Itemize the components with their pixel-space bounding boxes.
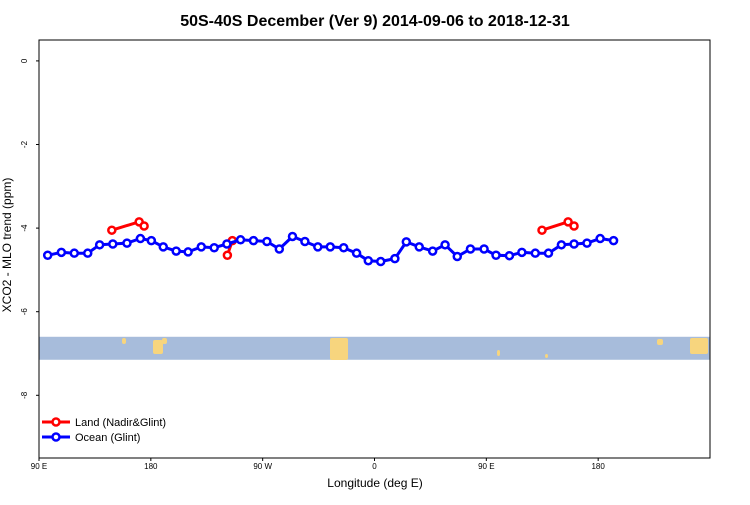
y-tick-label-4: -8 [20,391,29,399]
series-1-point [313,242,323,252]
x-axis-label: Longitude (deg E) [327,476,422,490]
series-1-point [504,250,515,261]
y-tick-label-3: -6 [20,308,29,316]
series-1-point [582,238,592,248]
series-1-point [274,244,285,254]
series-1-point [479,244,489,254]
map-strip-land-5 [545,354,548,358]
series-1-point [556,240,567,250]
series-1-point [108,239,118,249]
map-strip [39,336,710,360]
y-tick-label-1: -2 [20,140,29,148]
series-1-point [235,235,246,245]
map-strip-land-4 [497,350,500,356]
series-1-point [338,242,349,253]
map-strip-land-3 [330,338,348,360]
series-1-point [491,250,501,261]
series-1-point [262,236,272,247]
series-1-point [300,236,310,247]
series-0-point [569,221,579,231]
y-axis: 0 -2 -4 -6 -8 [20,58,39,399]
series-1-point [248,235,259,246]
series-1-point [135,233,146,244]
series-1-point [569,239,579,249]
series-1-point [465,244,476,254]
series-1-point [530,248,541,258]
legend-label-1: Ocean (Glint) [75,432,140,444]
x-tick-label-3: 0 [372,462,377,471]
series-1-point [56,247,67,258]
series-1-point [94,240,105,250]
series-1-point [363,255,374,266]
series-1-point [82,248,93,258]
series-layer [42,217,619,267]
series-1-point [375,256,386,267]
series-1-point [390,253,400,264]
series-0-point [563,217,573,227]
map-strip-land-0 [122,338,126,344]
map-strip-land-2 [162,338,167,344]
series-1-point [608,235,619,246]
chart-title: 50S-40S December (Ver 9) 2014-09-06 to 2… [180,13,570,30]
x-tick-label-5: 180 [591,462,605,471]
map-strip-land-1 [153,340,163,354]
series-1-point [122,238,132,248]
legend-marker-1 [51,432,61,442]
x-tick-label-1: 180 [144,462,158,471]
map-strip-ocean [39,336,710,360]
series-1-point [171,246,181,256]
series-1-point [401,237,412,247]
series-1-point [595,233,605,244]
series-1-point [440,240,450,250]
series-1-point [351,248,362,258]
x-tick-label-4: 90 E [478,462,494,471]
series-1-point [209,242,219,253]
x-tick-label-2: 90 W [253,462,272,471]
map-strip-land-6 [657,339,663,345]
series-1-point [146,235,157,246]
series-1-point [287,231,298,242]
plot-frame [38,39,711,459]
series-1-point [158,242,169,252]
series-1-point [196,242,207,252]
series-1-point [222,239,232,249]
series-1-point [183,247,193,257]
series-1-point [543,248,554,258]
y-axis-label: XCO2 - MLO trend (ppm) [0,178,14,313]
series-1-point [452,251,463,262]
y-tick-label-2: -4 [20,224,29,232]
y-tick-label-0: 0 [20,58,29,63]
x-axis: 90 E 180 90 W 0 90 E 180 [31,458,605,471]
series-1-point [414,242,424,252]
series-0-point [222,250,233,261]
series-0-point [107,225,117,235]
series-1-point [42,250,53,261]
legend-marker-0 [51,417,61,427]
series-0-point [139,221,149,231]
legend: Land (Nadir&Glint) Ocean (Glint) [42,417,166,444]
series-1-point [325,242,336,252]
x-tick-label-0: 90 E [31,462,47,471]
series-1-point [427,246,438,256]
series-0-point [537,225,547,235]
map-strip-land-7 [690,338,708,354]
legend-label-0: Land (Nadir&Glint) [75,417,166,429]
series-1-point [69,248,80,258]
series-1-point [517,247,527,258]
